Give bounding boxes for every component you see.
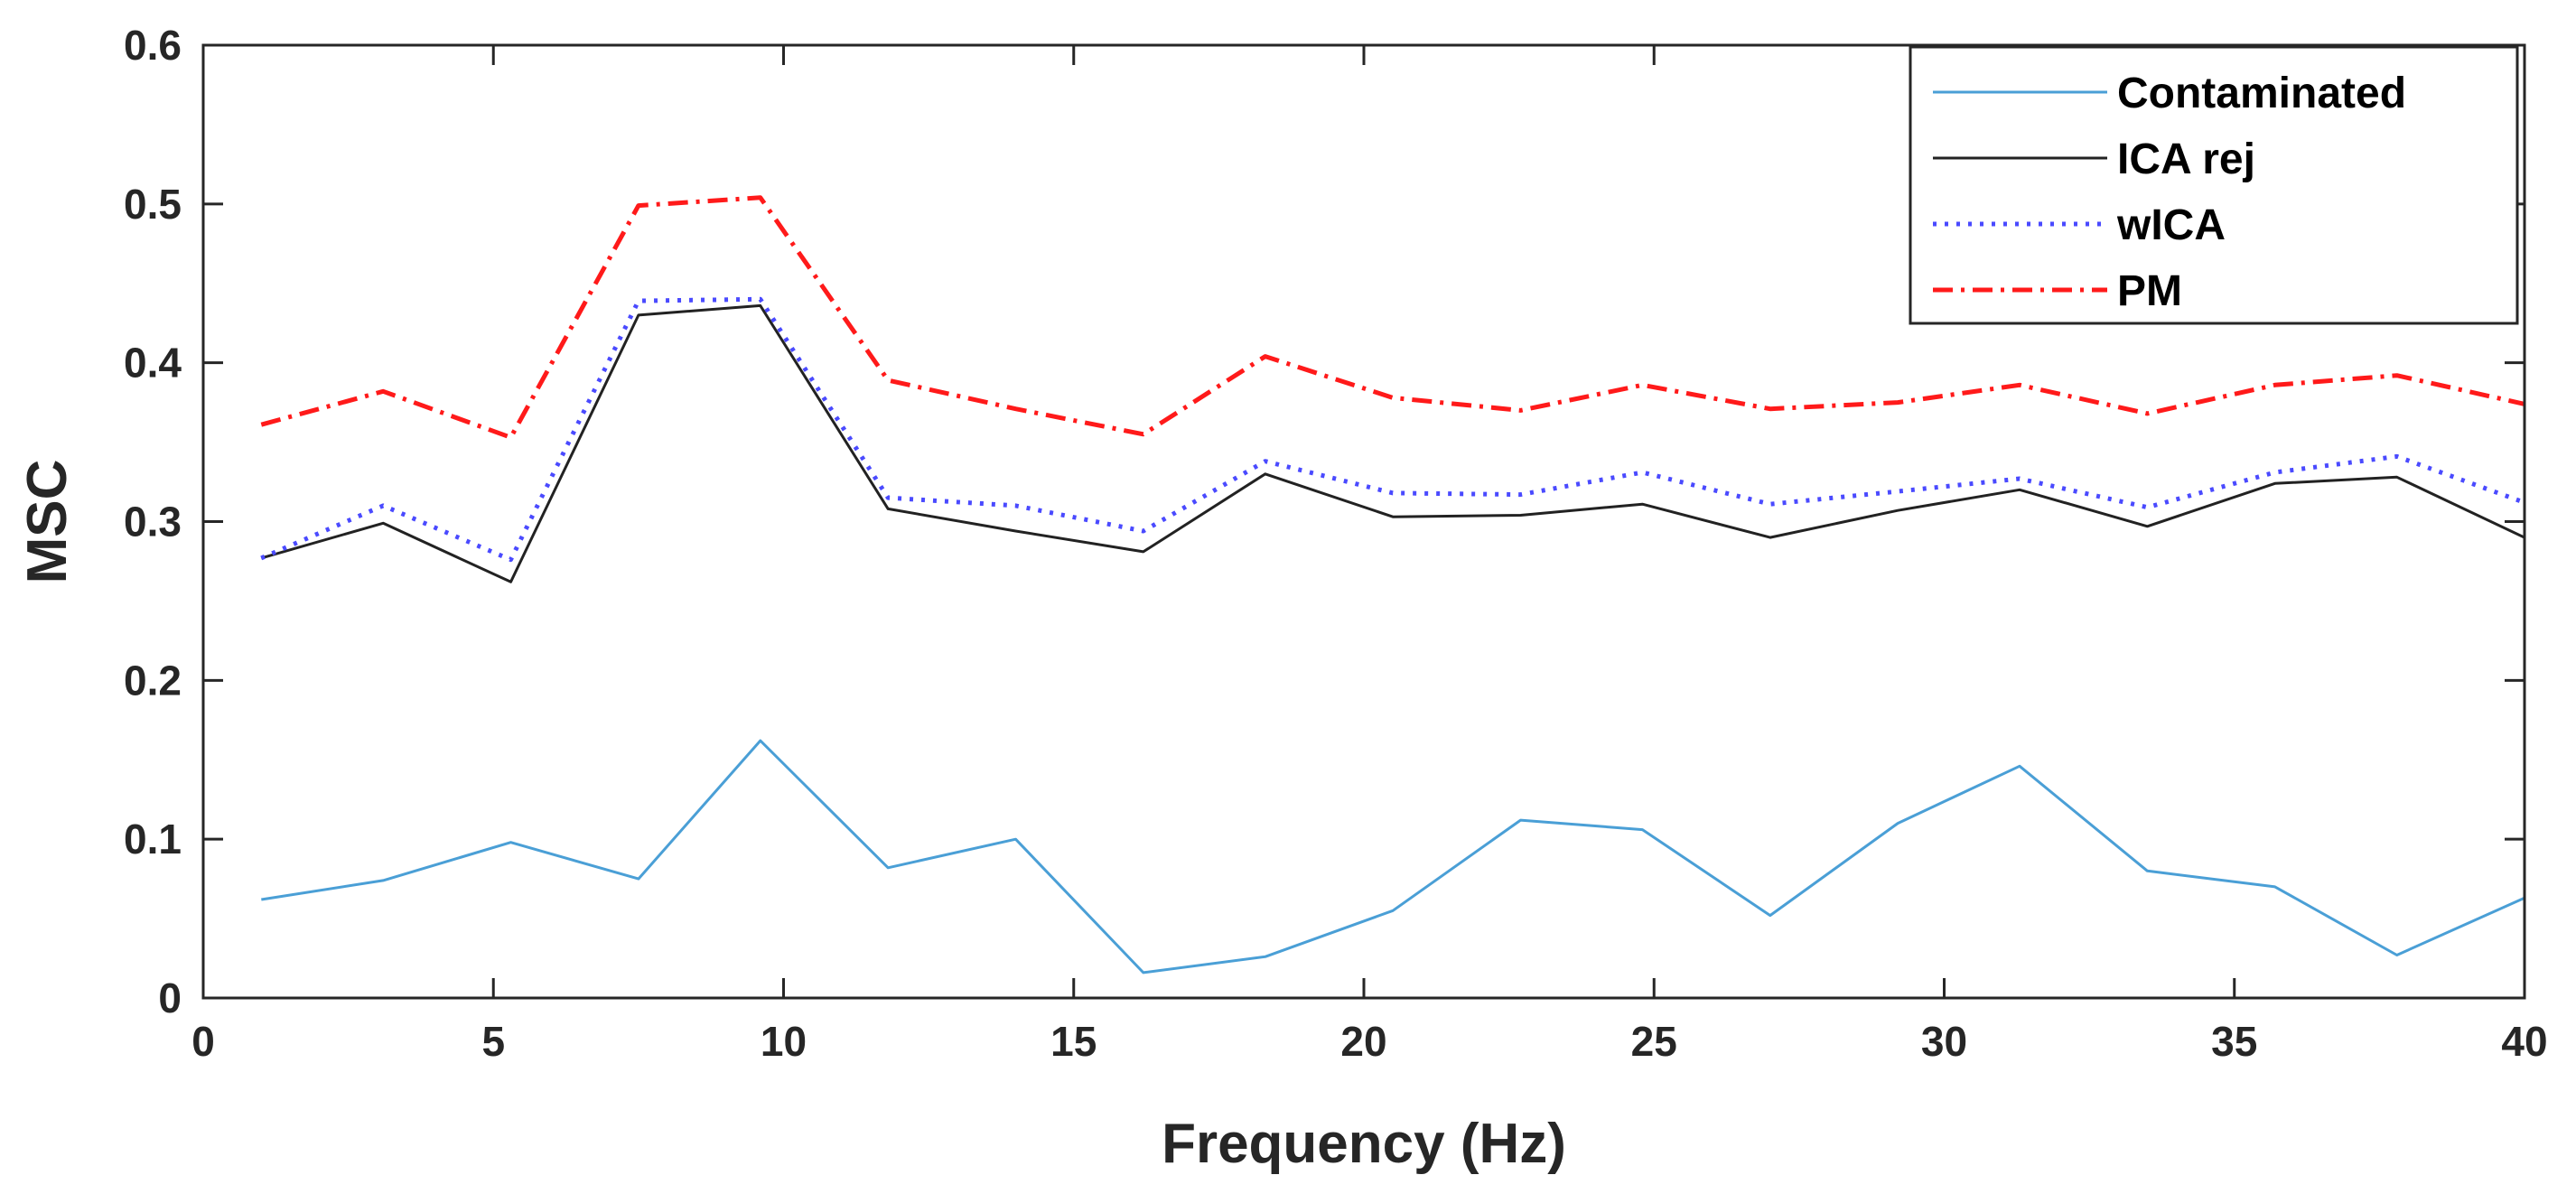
x-tick-label: 35 <box>2211 1018 2257 1065</box>
legend: Contaminated ICA rej wICA PM <box>1909 45 2519 325</box>
y-tick-label: 0.5 <box>124 181 182 228</box>
series-line-pm <box>260 195 2525 440</box>
legend-label-pm: PM <box>2117 267 2182 315</box>
series-line-wica <box>260 296 2525 563</box>
legend-label-ica-rej: ICA rej <box>2117 135 2255 183</box>
y-axis: 0 0.1 0.2 0.3 0.4 0.5 0.6 <box>124 22 2525 1021</box>
x-tick-label: 40 <box>2501 1018 2547 1065</box>
y-tick-label: 0.2 <box>124 657 182 704</box>
y-tick-label: 0.6 <box>124 22 182 69</box>
x-tick-label: 5 <box>481 1018 505 1065</box>
x-tick-label: 25 <box>1631 1018 1677 1065</box>
x-axis: 0 5 10 15 20 25 30 35 40 <box>191 45 2548 1065</box>
x-axis-label: Frequency (Hz) <box>1162 1113 1566 1175</box>
y-tick-label: 0.3 <box>124 499 182 546</box>
y-tick-label: 0.4 <box>124 340 182 387</box>
x-tick-label: 20 <box>1340 1018 1386 1065</box>
series-line-ica-rej <box>260 303 2525 583</box>
series-layer <box>260 195 2525 975</box>
x-tick-label: 30 <box>1921 1018 1967 1065</box>
y-axis-label: MSC <box>16 460 79 584</box>
x-tick-label: 10 <box>761 1018 807 1065</box>
legend-label-contaminated: Contaminated <box>2117 70 2406 117</box>
y-tick-label: 0 <box>158 975 182 1021</box>
series-line-contaminated <box>261 739 2525 975</box>
x-tick-label: 0 <box>191 1018 215 1065</box>
y-tick-label: 0.1 <box>124 816 182 863</box>
x-tick-label: 15 <box>1050 1018 1097 1065</box>
legend-label-wica: wICA <box>2116 201 2226 249</box>
